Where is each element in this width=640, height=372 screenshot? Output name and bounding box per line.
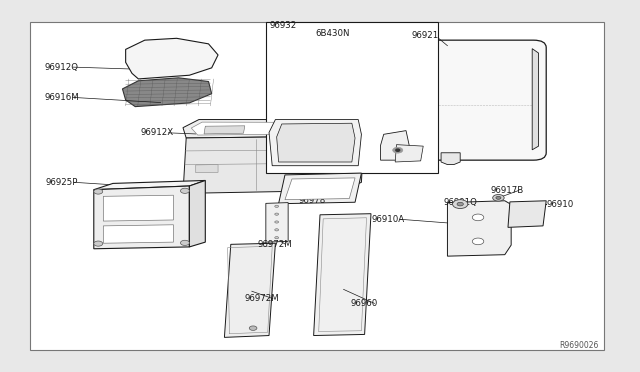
- Polygon shape: [125, 38, 218, 79]
- Polygon shape: [196, 164, 218, 173]
- Polygon shape: [122, 78, 212, 107]
- Polygon shape: [395, 145, 423, 162]
- Text: 96916M: 96916M: [45, 93, 79, 102]
- Text: R9690026: R9690026: [559, 341, 598, 350]
- Bar: [30, 22, 604, 350]
- Circle shape: [180, 188, 189, 193]
- Polygon shape: [447, 201, 511, 256]
- Circle shape: [396, 149, 399, 151]
- Circle shape: [249, 326, 257, 330]
- Polygon shape: [508, 201, 546, 227]
- Circle shape: [472, 238, 484, 245]
- Circle shape: [393, 147, 403, 153]
- Text: 96925P: 96925P: [46, 178, 78, 187]
- Circle shape: [94, 241, 102, 246]
- Text: 6B430N: 6B430N: [316, 29, 350, 38]
- Text: 96972M: 96972M: [245, 294, 280, 303]
- Polygon shape: [441, 153, 460, 164]
- Text: 96912Q: 96912Q: [45, 62, 79, 72]
- FancyBboxPatch shape: [384, 40, 546, 160]
- Circle shape: [275, 213, 278, 215]
- Text: 96921: 96921: [411, 31, 438, 40]
- Circle shape: [94, 189, 102, 194]
- Text: 96912X: 96912X: [140, 128, 173, 137]
- Polygon shape: [204, 126, 245, 134]
- Text: 96917B: 96917B: [491, 186, 524, 195]
- Polygon shape: [285, 178, 355, 200]
- Polygon shape: [266, 203, 288, 242]
- Polygon shape: [276, 123, 355, 162]
- Polygon shape: [225, 243, 275, 337]
- Circle shape: [493, 195, 504, 201]
- Polygon shape: [269, 119, 362, 166]
- Text: 96910A: 96910A: [372, 215, 404, 224]
- Text: 96932: 96932: [269, 21, 296, 30]
- Circle shape: [275, 237, 278, 239]
- Bar: [266, 22, 438, 173]
- Text: 96960: 96960: [351, 299, 378, 308]
- Circle shape: [275, 221, 278, 223]
- Polygon shape: [183, 136, 346, 193]
- Polygon shape: [103, 195, 173, 221]
- Polygon shape: [381, 131, 409, 160]
- Polygon shape: [183, 119, 365, 138]
- Circle shape: [275, 229, 278, 231]
- Polygon shape: [189, 180, 205, 247]
- Text: 96972M: 96972M: [257, 240, 292, 249]
- Text: 96991Q: 96991Q: [444, 198, 477, 207]
- Text: 96910: 96910: [546, 200, 573, 209]
- Circle shape: [472, 214, 484, 221]
- Polygon shape: [94, 180, 205, 190]
- Polygon shape: [94, 186, 189, 249]
- Polygon shape: [342, 119, 365, 190]
- Circle shape: [452, 200, 468, 209]
- Polygon shape: [278, 173, 362, 204]
- Circle shape: [275, 205, 278, 208]
- Polygon shape: [532, 49, 539, 150]
- Text: 96978: 96978: [298, 196, 326, 205]
- Polygon shape: [103, 225, 173, 243]
- Circle shape: [496, 196, 501, 199]
- Polygon shape: [314, 214, 371, 336]
- Circle shape: [457, 202, 463, 206]
- Circle shape: [180, 240, 189, 246]
- Polygon shape: [191, 122, 353, 135]
